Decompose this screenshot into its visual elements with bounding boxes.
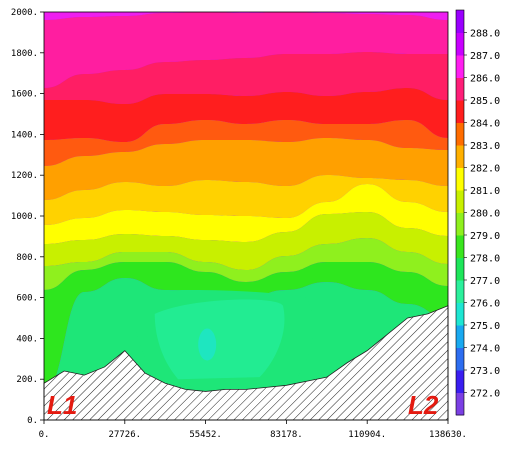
colorbar-label: 274.0 [470,344,500,355]
marker-l2: L2 [408,390,439,420]
colorbar-swatch [456,325,464,348]
colorbar-swatch [456,167,464,191]
colorbar-label: 275.0 [470,321,500,332]
marker-l1: L1 [47,390,77,420]
x-tick-label: 110904. [348,430,386,440]
contour-band [44,120,448,166]
colorbar-swatch [456,190,464,213]
contour-band [44,52,448,104]
colorbar-label: 279.0 [470,231,500,242]
colorbar-label: 272.0 [470,389,500,400]
contour-band [44,88,448,142]
colorbar-swatch [456,347,464,371]
colorbar-label: 285.0 [470,96,500,107]
colorbar-swatch [456,77,464,101]
colorbar-label: 282.0 [470,164,500,175]
colorbar-swatch [456,257,464,281]
y-tick-label: 0. [27,416,38,426]
contour-band [44,212,448,270]
colorbar-label: 286.0 [470,74,500,85]
x-tick-label: 0. [39,430,50,440]
contour-band [44,238,448,290]
colorbar-label: 278.0 [470,254,500,265]
colorbar-swatch [456,280,464,303]
colorbar-label: 287.0 [470,51,500,62]
contour-band-core [154,299,285,380]
colorbar-swatch [456,370,464,393]
colorbar-label: 276.0 [470,299,500,310]
colorbar-swatch [456,122,464,146]
terrain-profile [43,305,449,421]
y-tick-label: 200. [16,375,38,385]
y-tick-label: 1200. [11,171,38,181]
y-tick-label: 1600. [11,90,38,100]
colorbar-label: 283.0 [470,141,500,152]
x-tick-label: 27726. [109,430,142,440]
y-tick-label: 600. [16,294,38,304]
colorbar-swatch [456,145,464,168]
y-tick-label: 2000. [11,8,38,18]
colorbar-swatch [456,10,464,33]
colorbar-swatch [456,392,464,416]
contour-band-center [198,328,217,361]
colorbar-label: 280.0 [470,209,500,220]
colorbar-swatch [456,100,464,123]
y-tick-label: 800. [16,253,38,263]
colorbar-label: 284.0 [470,119,500,130]
colorbar-label: 288.0 [470,29,500,40]
y-tick-label: 1400. [11,130,38,140]
x-tick-label: 138630. [429,430,467,440]
contour-band [44,262,448,392]
contour-band [44,175,448,225]
colorbar-label: 281.0 [470,186,500,197]
contour-band [44,12,448,20]
y-tick-label: 400. [16,334,38,344]
colorbar-swatch [456,32,464,56]
colorbar-label: 277.0 [470,276,500,287]
contour-band [44,12,448,88]
x-tick-label: 55452. [189,430,222,440]
x-tick-label: 83178. [270,430,303,440]
colorbar-swatch [456,212,464,236]
contour-band [44,184,448,244]
colorbar-swatch [456,55,464,78]
colorbar-label: 273.0 [470,366,500,377]
y-tick-label: 1000. [11,212,38,222]
colorbar-swatch [456,235,464,258]
colorbar-swatch [456,302,464,326]
contour-band [44,138,448,200]
y-tick-label: 1800. [11,49,38,59]
